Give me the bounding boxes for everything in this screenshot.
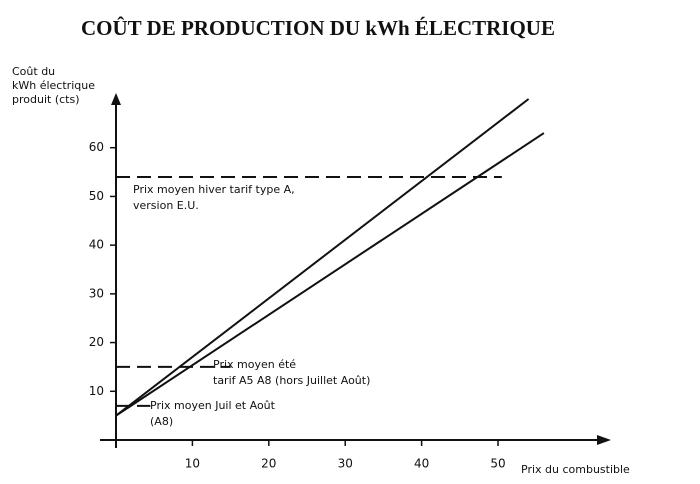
chart-title: COÛT DE PRODUCTION DU kWh ÉLECTRIQUE (81, 16, 555, 40)
annotation: tarif A5 A8 (hors Juillet Août) (213, 374, 370, 387)
y-tick-label: 30 (89, 286, 104, 300)
y-tick-label: 40 (89, 238, 104, 252)
x-tick-label: 40 (414, 457, 429, 471)
x-axis-label: Prix du combustible (521, 463, 630, 476)
y-tick-label: 60 (89, 140, 104, 154)
line (115, 98, 530, 417)
x-axis-arrow (597, 435, 611, 445)
y-axis-label: Coût du (12, 65, 55, 78)
y-axis-label: kWh électrique (12, 79, 95, 92)
annotation: Prix moyen hiver tarif type A, (133, 183, 295, 196)
y-axis-arrow (111, 93, 121, 105)
annotation: Prix moyen été (213, 358, 296, 371)
y-tick-label: 20 (89, 335, 104, 349)
x-tick-label: 10 (185, 457, 200, 471)
y-axis-label: produit (cts) (12, 93, 80, 106)
annotation: (A8) (150, 415, 173, 428)
x-tick-label: 30 (338, 457, 353, 471)
y-tick-label: 10 (89, 384, 104, 398)
x-tick-label: 20 (261, 457, 276, 471)
x-tick-label: 50 (490, 457, 505, 471)
y-tick-label: 50 (89, 189, 104, 203)
annotation: Prix moyen Juil et Août (150, 399, 276, 412)
line (115, 132, 545, 417)
annotation: version E.U. (133, 199, 199, 212)
